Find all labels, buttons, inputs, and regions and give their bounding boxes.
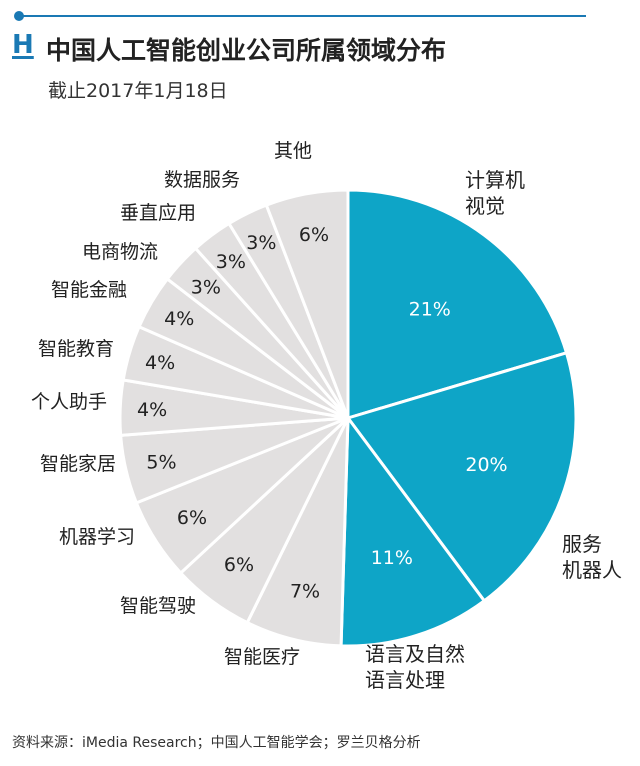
pie-value-label: 3% (191, 276, 221, 298)
pie-value-label: 3% (246, 232, 276, 254)
pie-value-label: 7% (290, 581, 320, 603)
pie-slice (264, 188, 350, 420)
pie-value-label: 6% (299, 224, 329, 246)
pie-slices (118, 188, 578, 648)
pie-category-label: 语言及自然语言处理 (365, 642, 465, 692)
pie-category-label: 智能驾驶 (120, 595, 196, 617)
pie-slice (346, 351, 578, 603)
pie-value-labels: 21%20%11%7%6%6%5%4%4%4%3%3%3% 6% (137, 224, 508, 602)
pie-category-label: 服务机器人 (562, 532, 622, 582)
pie-slice (346, 188, 568, 420)
pie-category-label: 计算机视觉 (465, 168, 525, 218)
brand-logo: H (12, 30, 34, 60)
pie-value-label: 3% (216, 251, 246, 273)
source-note: 资料来源：iMedia Research；中国人工智能学会；罗兰贝格分析 (12, 735, 421, 751)
header-rule (14, 11, 586, 21)
pie-value-label: 11% (371, 547, 413, 569)
pie-value-label: 20% (465, 454, 507, 476)
pie-value-label: 4% (137, 399, 167, 421)
pie-category-label: 其他 (274, 140, 312, 162)
pie-category-label: 智能教育 (38, 338, 114, 360)
pie-category-label: 个人助手 (31, 391, 107, 413)
chart-title: 中国人工智能创业公司所属领域分布 (46, 36, 447, 65)
pie-value-label: 21% (409, 298, 451, 320)
pie-value-label: 5% (146, 451, 176, 473)
pie-value-label: 6% (224, 554, 254, 576)
pie-category-label: 智能金融 (51, 279, 127, 301)
pie-slice (339, 416, 486, 648)
pie-category-label: 数据服务 (164, 169, 240, 191)
pie-value-label: 4% (145, 352, 175, 374)
pie-category-label: 智能家居 (40, 453, 116, 475)
pie-category-label: 电商物流 (82, 241, 158, 263)
header-rule-dot (14, 11, 24, 21)
pie-category-label: 机器学习 (59, 526, 135, 548)
chart-subtitle: 截止2017年1月18日 (48, 80, 228, 102)
pie-category-label: 智能医疗 (224, 646, 300, 668)
pie-value-label: 6% (177, 507, 207, 529)
pie-category-label: 垂直应用 (120, 202, 196, 224)
pie-value-label: 4% (164, 308, 194, 330)
